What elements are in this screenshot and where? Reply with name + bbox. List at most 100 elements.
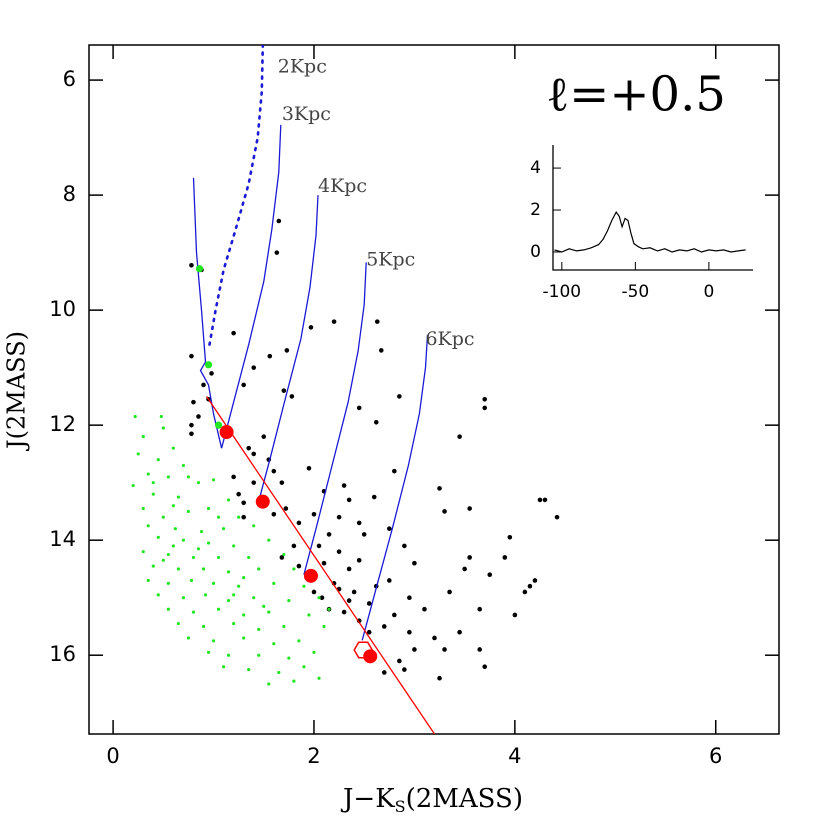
point — [161, 558, 165, 562]
point — [272, 581, 276, 585]
point — [271, 468, 277, 474]
curve — [205, 396, 436, 734]
curve — [361, 334, 429, 641]
inset-y-tick-label: 0 — [530, 242, 541, 262]
point — [316, 543, 322, 549]
point — [141, 550, 145, 554]
point — [141, 506, 145, 511]
point — [131, 483, 135, 488]
point — [211, 478, 216, 482]
point — [166, 581, 170, 585]
point — [317, 676, 321, 680]
point — [371, 494, 377, 500]
point — [216, 555, 221, 560]
point — [507, 535, 513, 540]
point — [267, 682, 271, 686]
point — [189, 422, 194, 428]
point — [146, 472, 150, 476]
point — [542, 497, 548, 503]
point — [467, 506, 472, 511]
point — [257, 567, 261, 571]
dotted-curve — [208, 45, 265, 346]
point — [467, 555, 472, 560]
point — [181, 463, 186, 468]
point — [374, 319, 380, 324]
point — [457, 629, 462, 635]
point — [257, 653, 261, 657]
point — [206, 506, 211, 511]
point — [351, 589, 357, 595]
point — [482, 664, 488, 670]
point — [422, 606, 427, 612]
point — [307, 613, 311, 617]
point — [312, 650, 316, 654]
point — [252, 596, 256, 600]
point — [247, 667, 251, 672]
curve-label: 4Kpc — [318, 175, 367, 197]
point — [195, 265, 204, 273]
point — [532, 578, 538, 583]
point — [392, 612, 397, 618]
point — [221, 665, 226, 669]
point — [189, 578, 194, 583]
point — [296, 563, 302, 569]
point — [251, 480, 257, 485]
point — [236, 491, 241, 497]
point — [227, 570, 231, 574]
y-tick-label: 12 — [49, 412, 76, 436]
point — [201, 382, 206, 388]
point — [321, 560, 327, 566]
point — [257, 627, 261, 631]
point — [156, 535, 160, 539]
point — [412, 560, 417, 566]
point — [341, 609, 347, 615]
point — [221, 527, 226, 531]
point — [146, 578, 150, 583]
x-tick-label: 2 — [307, 744, 320, 768]
point — [356, 520, 362, 526]
plot-frame — [88, 44, 780, 735]
point — [272, 642, 276, 646]
axes: 0 2 4 6 6 8 10 12 14 16 — [49, 45, 779, 768]
point — [176, 495, 180, 499]
point — [159, 414, 163, 419]
point — [341, 483, 347, 488]
point — [282, 552, 286, 557]
point — [462, 566, 467, 572]
point — [166, 552, 170, 557]
point — [189, 353, 194, 359]
point — [407, 595, 412, 600]
point — [136, 452, 140, 456]
point — [191, 399, 196, 405]
point — [336, 514, 342, 520]
point — [412, 647, 417, 652]
point — [181, 538, 186, 542]
point — [512, 612, 518, 618]
point — [166, 607, 170, 611]
y-tick-label: 6 — [63, 67, 76, 91]
point — [311, 589, 317, 595]
point — [457, 434, 462, 439]
point — [502, 555, 508, 560]
point — [189, 262, 194, 268]
point — [196, 414, 201, 419]
point — [204, 361, 213, 369]
inset-x-tick-label: -50 — [621, 282, 649, 302]
point — [166, 475, 170, 479]
point — [146, 524, 150, 528]
point — [442, 647, 447, 652]
point — [237, 515, 241, 519]
point — [246, 445, 251, 451]
point — [302, 584, 306, 588]
point — [363, 649, 378, 664]
point — [211, 581, 216, 585]
point — [232, 544, 236, 548]
point — [231, 330, 236, 336]
point — [482, 405, 488, 411]
inset-x-tick-label: -100 — [543, 282, 582, 302]
point — [247, 555, 251, 560]
point — [189, 431, 194, 437]
point — [283, 506, 289, 511]
point — [173, 527, 177, 531]
point — [381, 670, 387, 675]
